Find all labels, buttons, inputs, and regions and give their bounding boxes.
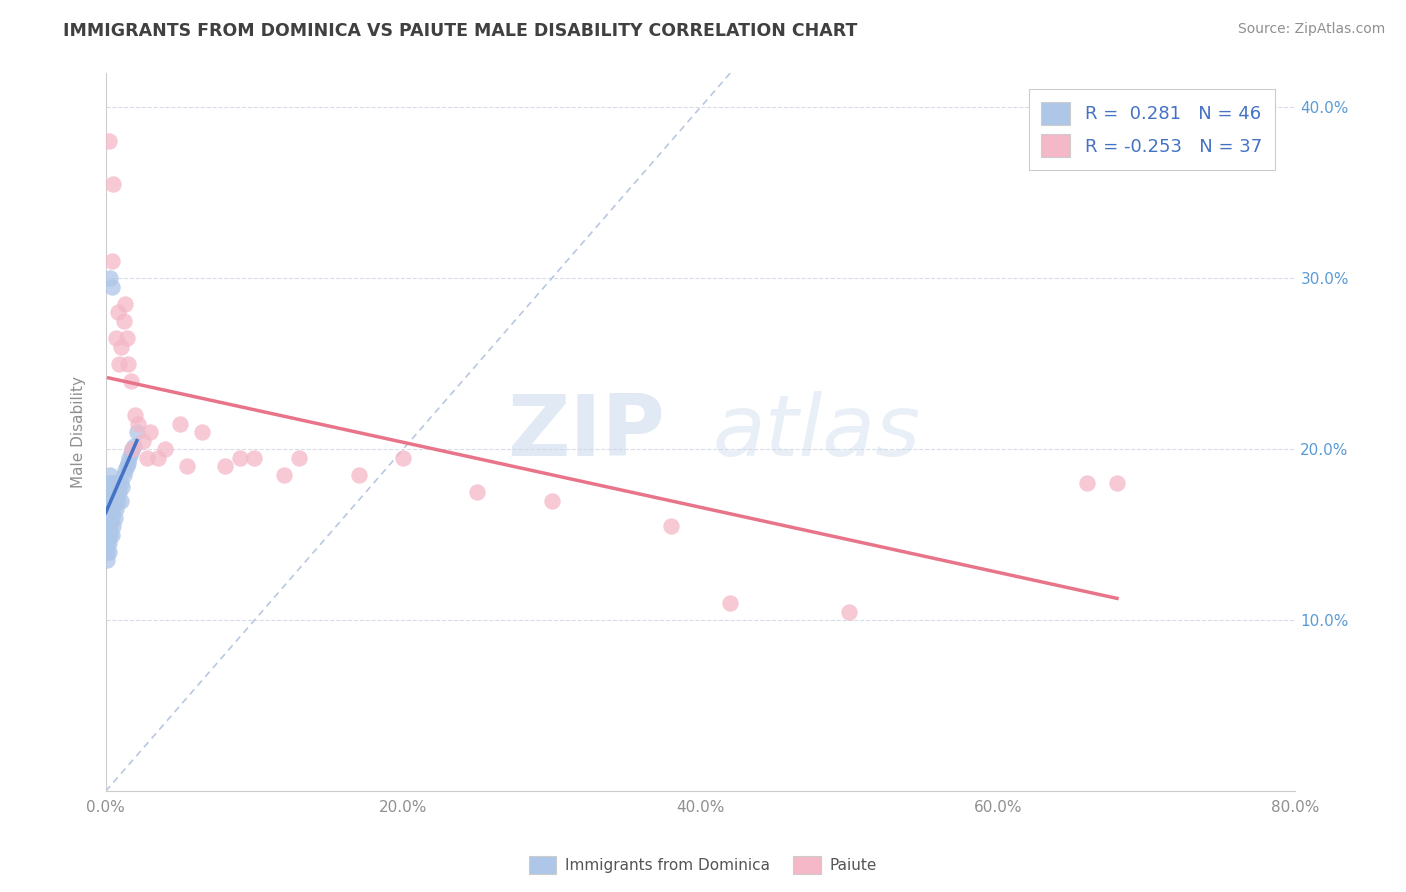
- Point: [132, 434, 155, 448]
- Point: [100, 493, 122, 508]
- Point: [100, 527, 122, 541]
- Point: [105, 485, 128, 500]
- Point: [120, 445, 142, 459]
- Point: [96, 519, 118, 533]
- Point: [114, 463, 136, 477]
- Point: [125, 425, 148, 439]
- Point: [100, 510, 122, 524]
- Point: [101, 502, 124, 516]
- Point: [117, 456, 139, 470]
- Point: [228, 450, 250, 465]
- Point: [136, 450, 159, 465]
- Point: [110, 340, 132, 354]
- Point: [214, 459, 236, 474]
- Point: [540, 493, 562, 508]
- Point: [1105, 476, 1128, 491]
- Point: [98, 485, 121, 500]
- Point: [121, 442, 143, 457]
- Y-axis label: Male Disability: Male Disability: [72, 376, 86, 488]
- Point: [96, 553, 118, 567]
- Point: [101, 485, 124, 500]
- Text: atlas: atlas: [713, 391, 921, 474]
- Point: [101, 177, 124, 191]
- Point: [110, 476, 132, 491]
- Point: [1076, 476, 1098, 491]
- Point: [120, 374, 142, 388]
- Point: [153, 442, 176, 457]
- Point: [97, 476, 120, 491]
- Point: [97, 135, 120, 149]
- Text: Source: ZipAtlas.com: Source: ZipAtlas.com: [1237, 22, 1385, 37]
- Point: [97, 545, 120, 559]
- Point: [243, 450, 266, 465]
- Point: [101, 519, 124, 533]
- Point: [111, 480, 134, 494]
- Point: [114, 297, 136, 311]
- Legend: Immigrants from Dominica, Paiute: Immigrants from Dominica, Paiute: [523, 850, 883, 880]
- Legend: R =  0.281   N = 46, R = -0.253   N = 37: R = 0.281 N = 46, R = -0.253 N = 37: [1029, 89, 1274, 169]
- Point: [169, 417, 191, 431]
- Point: [112, 314, 135, 328]
- Point: [467, 485, 489, 500]
- Point: [117, 357, 139, 371]
- Point: [191, 425, 214, 439]
- Point: [392, 450, 415, 465]
- Point: [118, 450, 141, 465]
- Point: [122, 439, 145, 453]
- Point: [659, 519, 682, 533]
- Point: [146, 450, 169, 465]
- Point: [100, 254, 122, 268]
- Point: [108, 485, 131, 500]
- Point: [98, 271, 121, 285]
- Point: [98, 527, 121, 541]
- Point: [104, 476, 127, 491]
- Point: [139, 425, 162, 439]
- Text: ZIP: ZIP: [508, 391, 665, 474]
- Point: [100, 476, 122, 491]
- Point: [100, 279, 122, 293]
- Point: [97, 493, 120, 508]
- Point: [108, 357, 131, 371]
- Point: [97, 510, 120, 524]
- Point: [97, 536, 120, 550]
- Point: [96, 545, 118, 559]
- Point: [112, 467, 135, 482]
- Point: [105, 331, 128, 345]
- Point: [96, 485, 118, 500]
- Point: [288, 450, 311, 465]
- Point: [105, 502, 128, 516]
- Point: [115, 331, 138, 345]
- Text: IMMIGRANTS FROM DOMINICA VS PAIUTE MALE DISABILITY CORRELATION CHART: IMMIGRANTS FROM DOMINICA VS PAIUTE MALE …: [63, 22, 858, 40]
- Point: [107, 305, 129, 319]
- Point: [98, 519, 121, 533]
- Point: [121, 442, 143, 457]
- Point: [347, 467, 370, 482]
- Point: [107, 476, 129, 491]
- Point: [96, 536, 118, 550]
- Point: [176, 459, 198, 474]
- Point: [98, 467, 121, 482]
- Point: [107, 493, 129, 508]
- Point: [115, 459, 138, 474]
- Point: [104, 493, 127, 508]
- Point: [104, 510, 127, 524]
- Point: [718, 596, 741, 610]
- Point: [97, 527, 120, 541]
- Point: [838, 605, 860, 619]
- Point: [127, 417, 149, 431]
- Point: [273, 467, 295, 482]
- Point: [124, 408, 146, 422]
- Point: [98, 502, 121, 516]
- Point: [110, 493, 132, 508]
- Point: [96, 502, 118, 516]
